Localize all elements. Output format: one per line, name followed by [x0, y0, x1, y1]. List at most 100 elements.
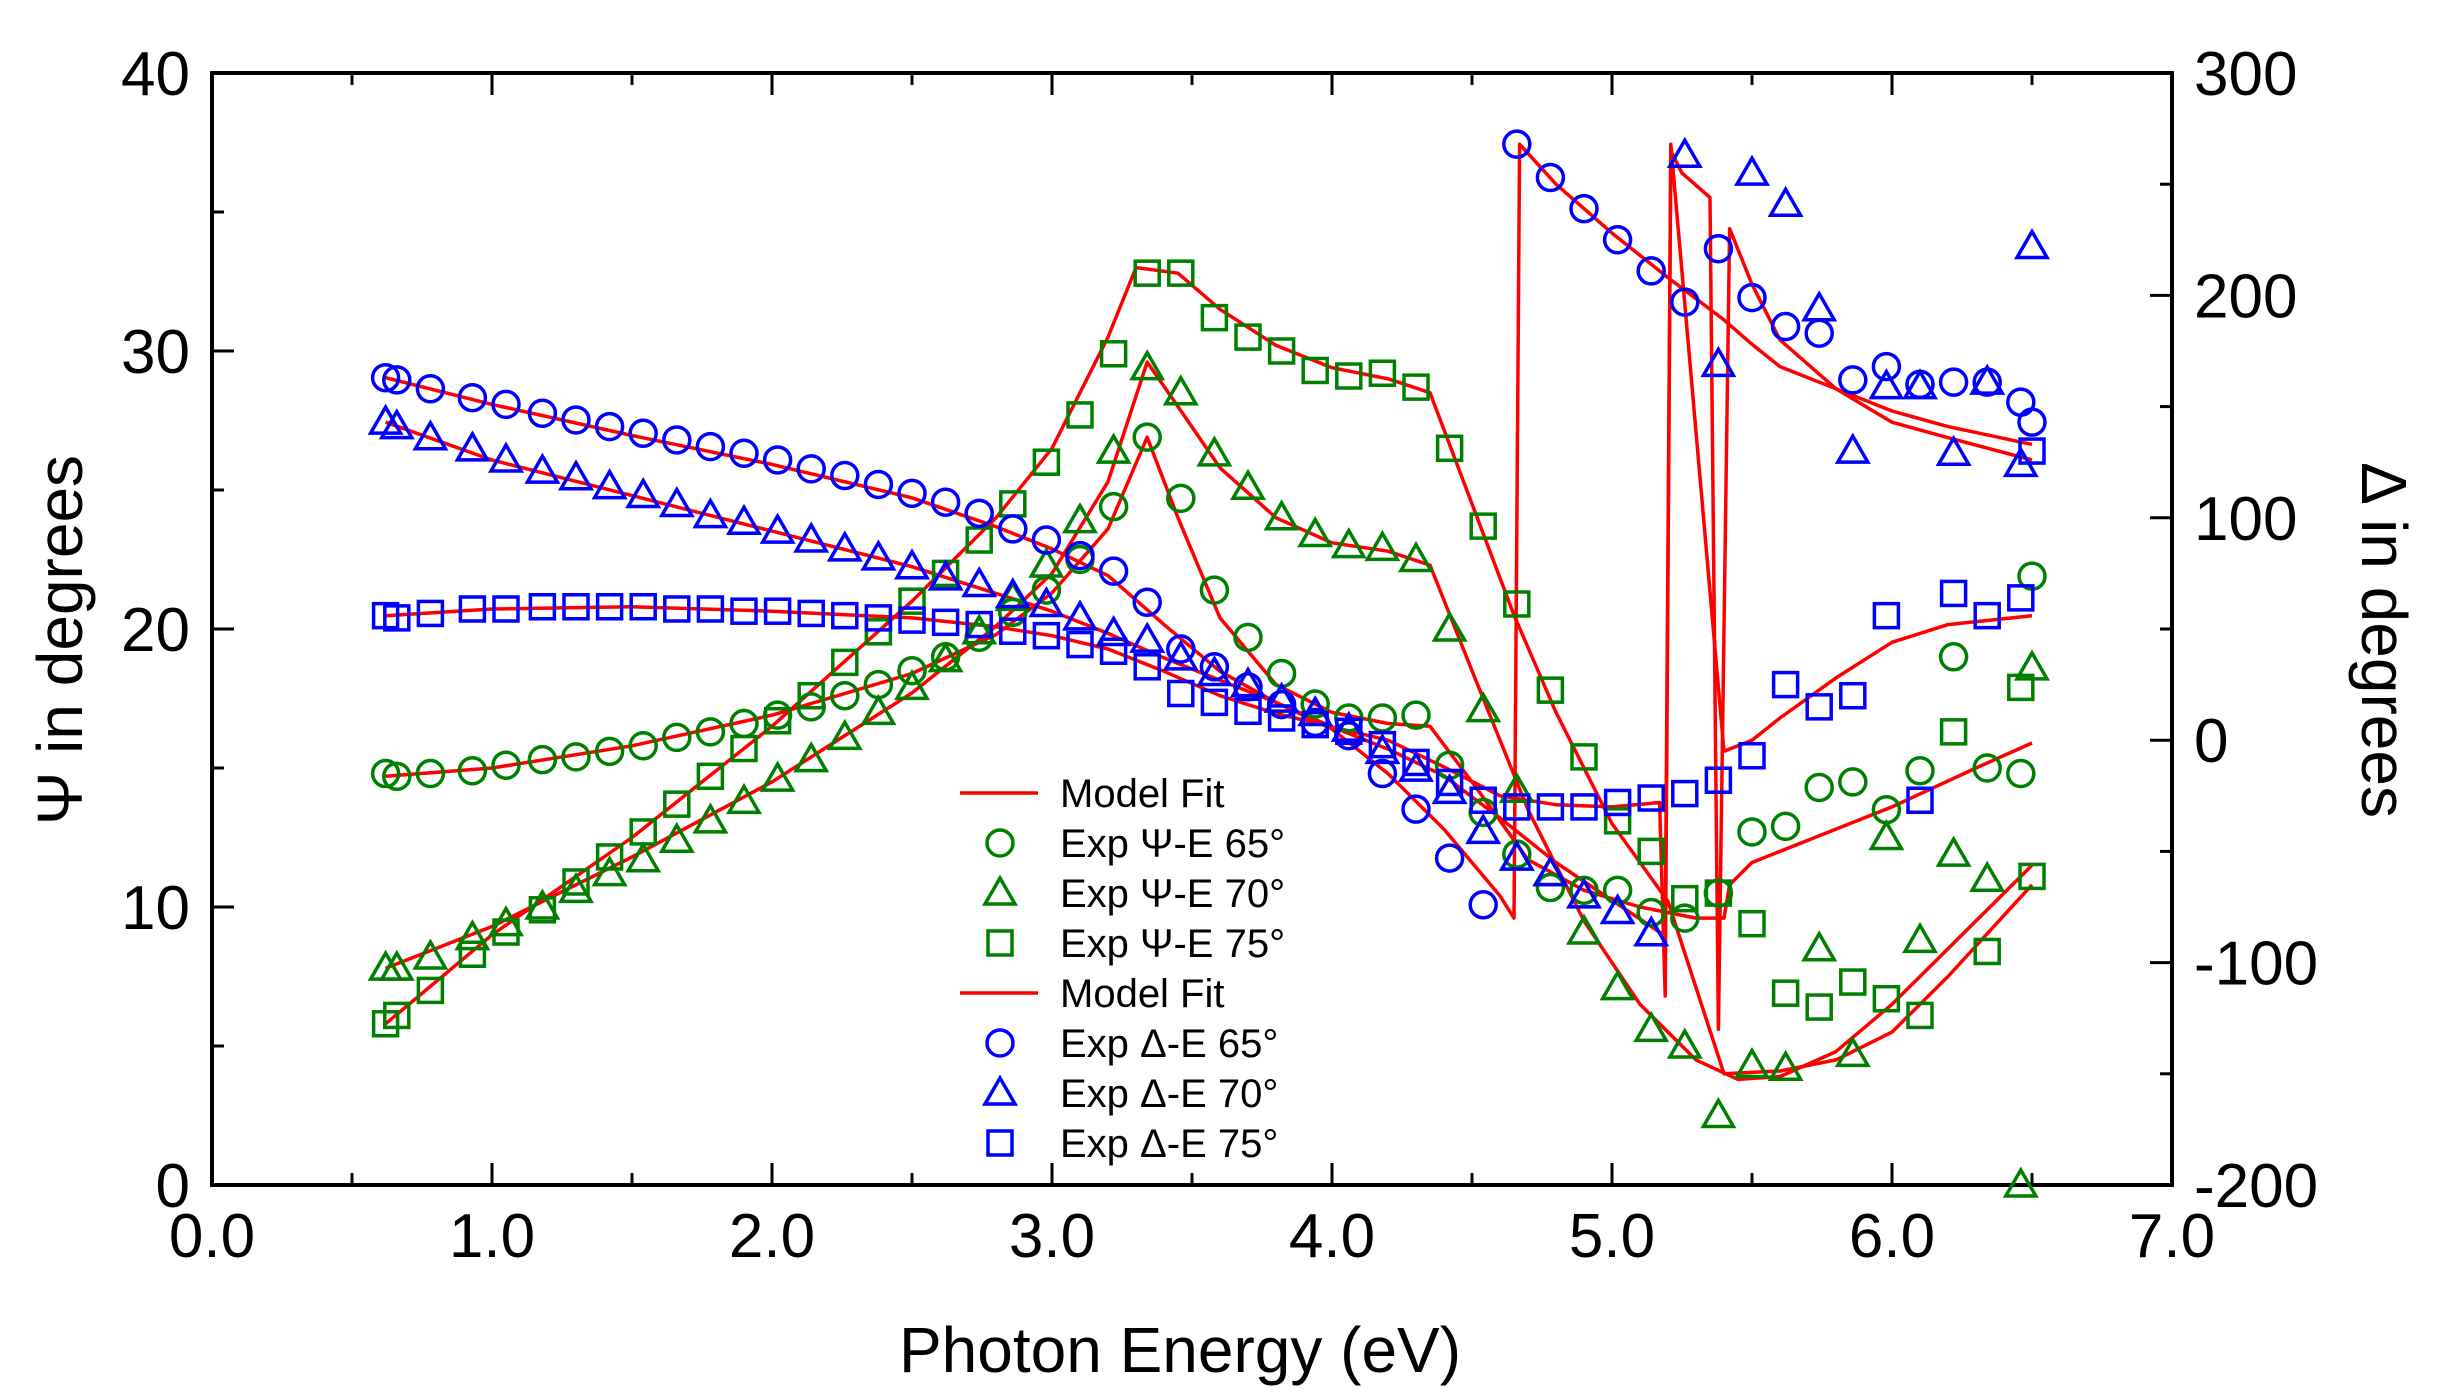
data-point [1397, 540, 1435, 573]
data-point [1196, 435, 1233, 467]
data-point [1032, 621, 1061, 650]
data-point [1098, 556, 1129, 586]
data-point [1839, 968, 1867, 996]
data-point [1066, 401, 1094, 429]
data-point [2018, 437, 2046, 465]
data-point [1805, 993, 1833, 1021]
data-point [562, 593, 590, 621]
data-point [1939, 579, 1968, 608]
data-point [1906, 786, 1934, 814]
data-point [1569, 875, 1599, 906]
model-fit-line [385, 149, 2033, 1032]
data-point [1162, 639, 1199, 671]
y-tick-label: 10 [121, 874, 190, 943]
data-point [1300, 689, 1330, 719]
data-point [557, 871, 595, 904]
data-point [1801, 290, 1838, 322]
legend-label: Exp Δ-E 70° [1060, 1072, 1278, 1116]
data-point [2007, 584, 2035, 612]
data-point [1771, 979, 1800, 1007]
data-point [1565, 877, 1603, 909]
data-point [897, 478, 927, 509]
data-point [382, 365, 412, 395]
data-point [2002, 1166, 2039, 1198]
data-point [830, 460, 860, 491]
data-point [1905, 756, 1935, 786]
data-point [1166, 483, 1196, 514]
data-point [729, 438, 759, 469]
data-point [1234, 697, 1262, 726]
y2-axis-title: Δ in degrees [2348, 462, 2420, 818]
data-point [1229, 666, 1267, 698]
model-fit-line [385, 142, 2033, 998]
data-point [1637, 784, 1665, 812]
data-point [1901, 368, 1939, 400]
data-point [1671, 884, 1699, 913]
data-point [1872, 984, 1901, 1013]
y2-tick-label: 0 [2194, 707, 2228, 776]
data-point [1167, 679, 1195, 708]
data-point [378, 949, 415, 981]
data-point [1938, 642, 1969, 672]
data-point [860, 539, 897, 571]
data-point [1431, 610, 1468, 642]
data-point [826, 530, 863, 562]
data-point [663, 595, 691, 623]
data-point [2006, 387, 2036, 417]
legend-label: Exp Ψ-E 75° [1060, 922, 1285, 966]
data-point [378, 408, 415, 440]
data-point [1402, 373, 1430, 401]
data-point [1704, 879, 1733, 907]
legend-label: Exp Δ-E 65° [1060, 1022, 1278, 1066]
x-axis-title: Photon Energy (eV) [899, 1314, 1461, 1386]
data-point [1335, 717, 1363, 746]
data-point [591, 468, 628, 500]
y2-tick-label: 300 [2194, 40, 2297, 109]
data-point [1200, 303, 1229, 332]
data-point [594, 736, 625, 767]
legend-swatch-marker [985, 1028, 1015, 1058]
data-point [1973, 601, 2001, 630]
data-point [893, 668, 931, 701]
data-point [528, 593, 557, 621]
data-point [1367, 703, 1398, 733]
data-point [830, 680, 860, 711]
data-point [1129, 349, 1166, 381]
data-point [1839, 681, 1867, 710]
data-point [998, 514, 1028, 544]
y2-tick-label: -100 [2194, 930, 2318, 999]
data-point [1099, 340, 1128, 368]
data-point [382, 761, 412, 792]
data-point [1132, 422, 1162, 452]
x-tick-label: 1.0 [449, 1202, 535, 1271]
data-point [662, 722, 692, 753]
data-point [759, 512, 796, 544]
data-point [629, 593, 657, 621]
data-point [524, 452, 561, 484]
data-point [527, 744, 558, 775]
data-point [994, 577, 1031, 609]
data-point [961, 566, 998, 598]
y-tick-label: 40 [121, 40, 190, 109]
data-point [1737, 817, 1767, 847]
data-point [1700, 1096, 1737, 1129]
data-point [1028, 586, 1065, 618]
y2-tick-label: 200 [2194, 262, 2297, 331]
data-point [898, 587, 926, 615]
data-point [1935, 434, 1972, 467]
data-point [965, 610, 993, 639]
data-point [524, 888, 561, 920]
data-point [1229, 468, 1267, 500]
data-point [1671, 779, 1699, 808]
data-point [2018, 862, 2046, 891]
data-point [625, 841, 662, 873]
data-points [367, 129, 2051, 1198]
data-point [1602, 875, 1633, 906]
data-point [893, 548, 931, 580]
data-point [793, 741, 830, 773]
data-point [692, 497, 729, 529]
data-point [1938, 367, 1969, 397]
data-point [1167, 259, 1195, 287]
data-point [1301, 356, 1329, 385]
data-point [730, 734, 758, 763]
